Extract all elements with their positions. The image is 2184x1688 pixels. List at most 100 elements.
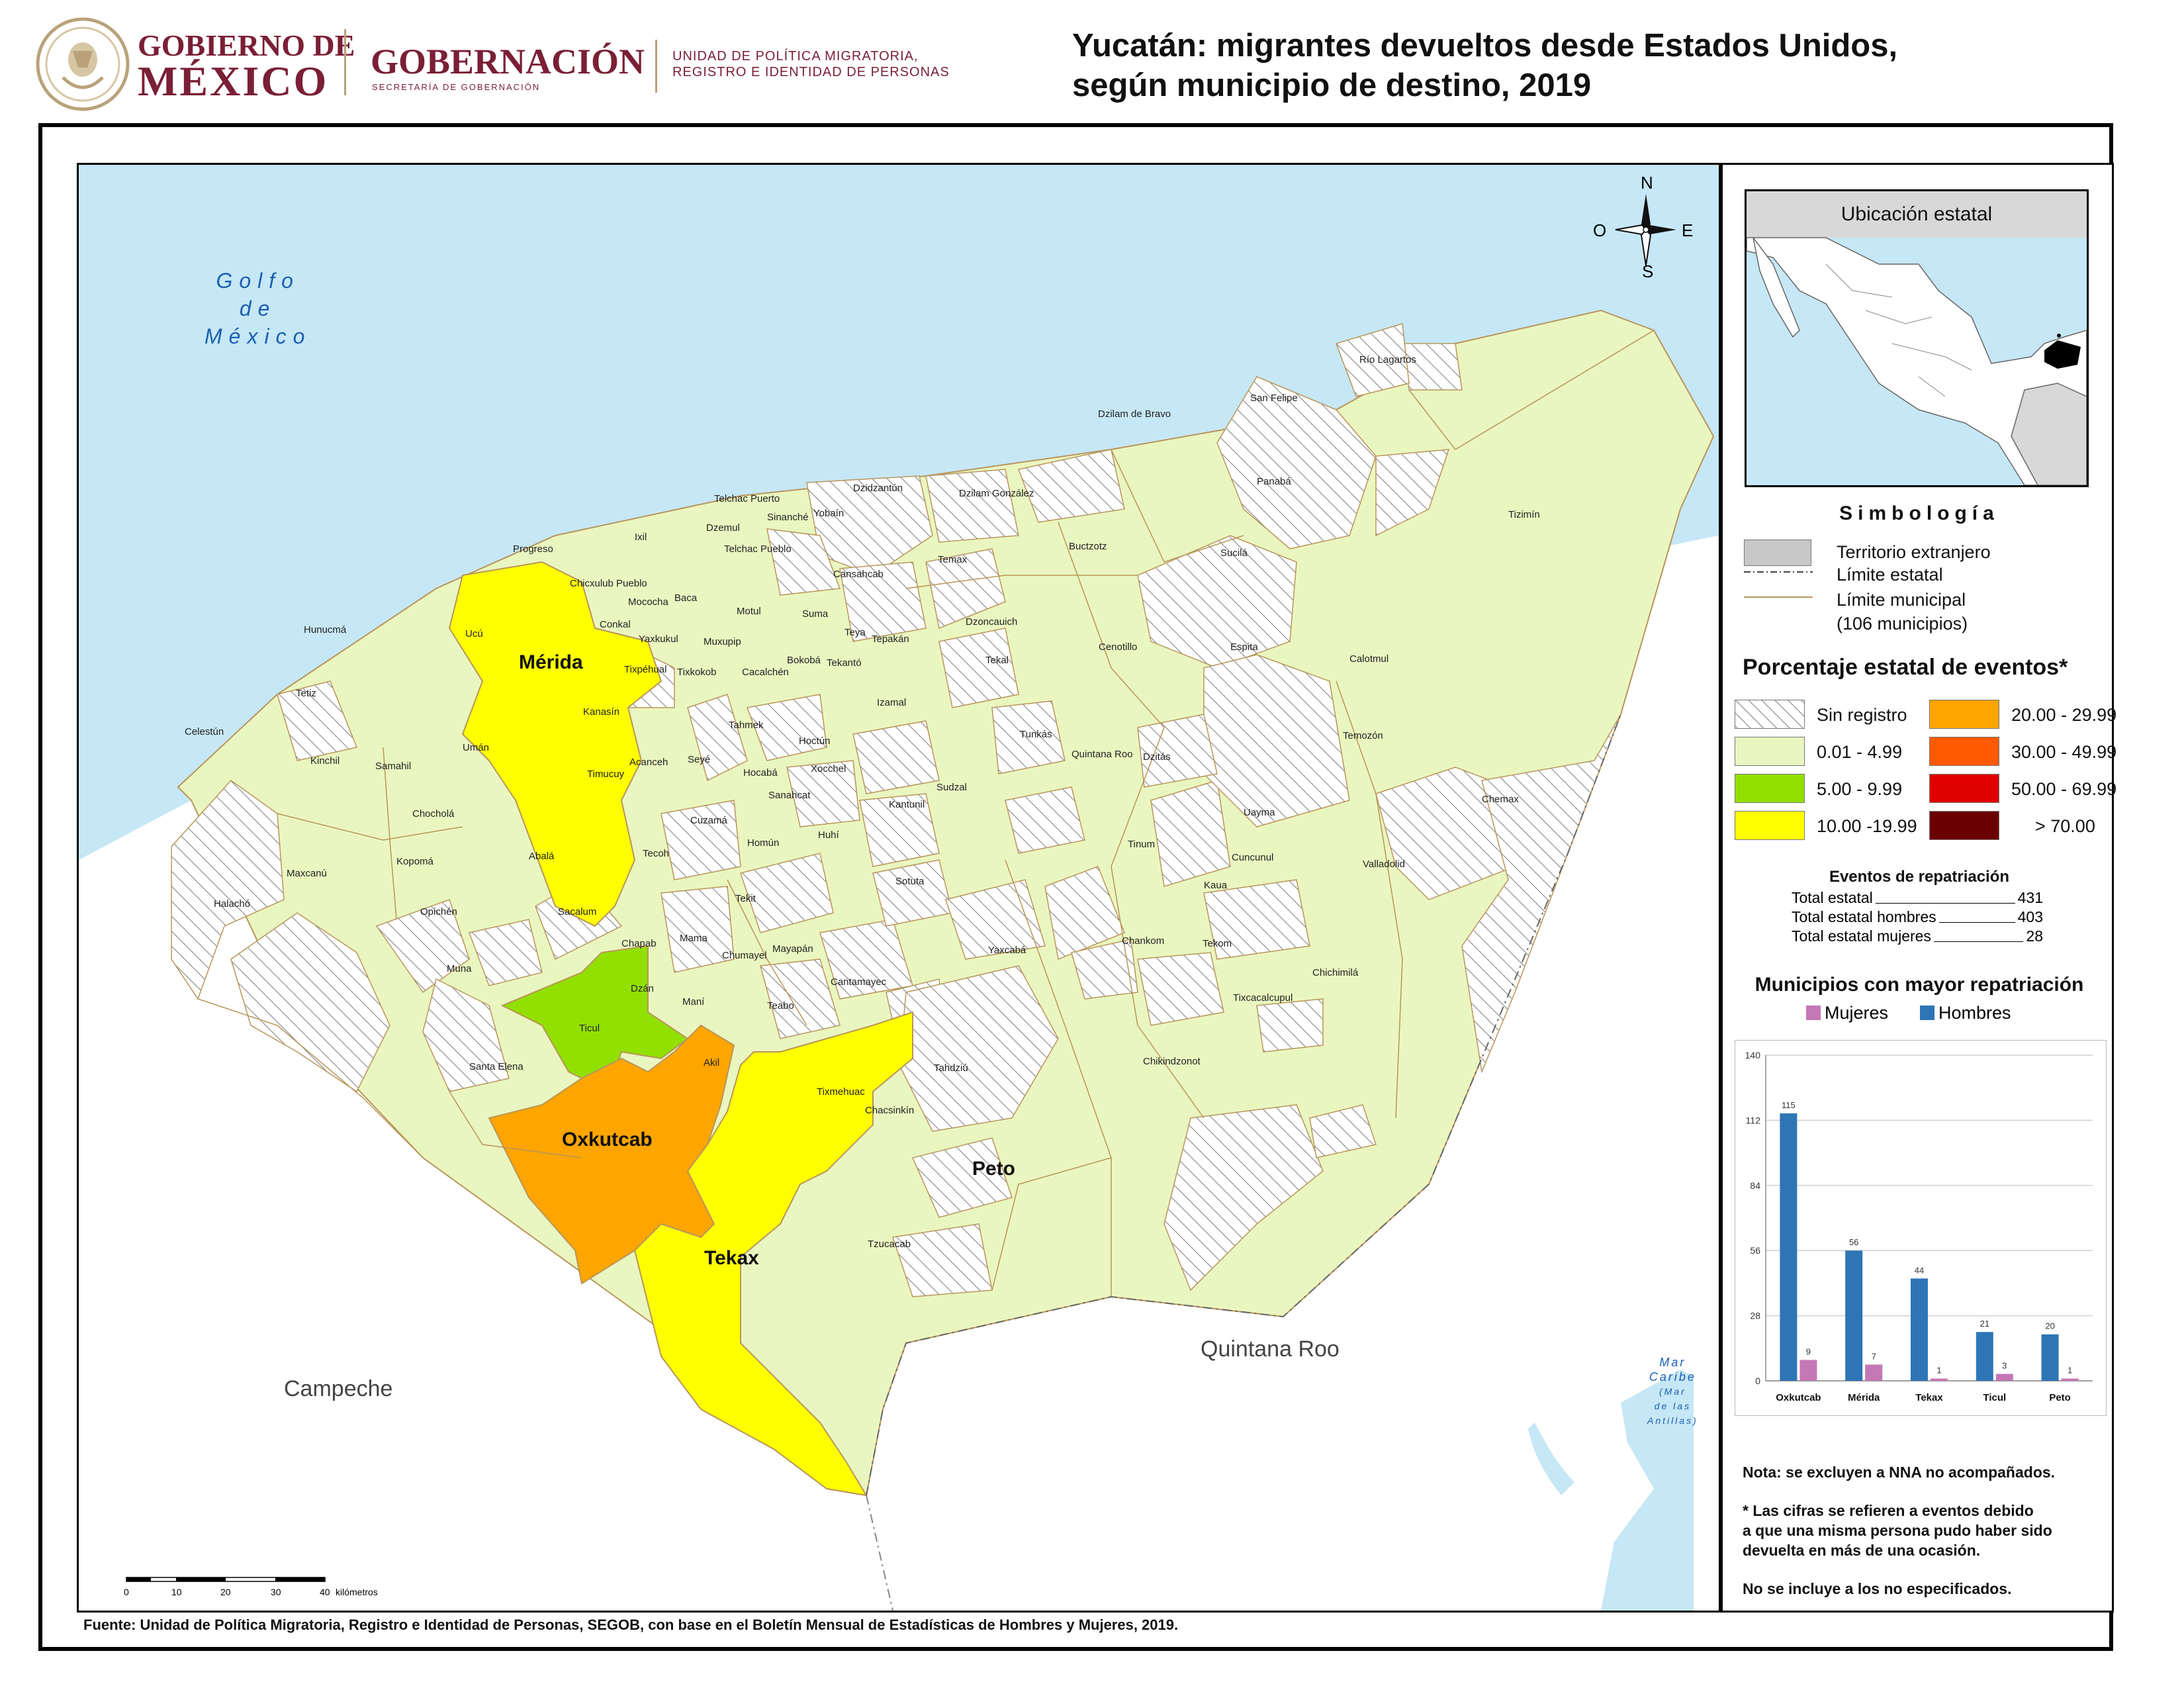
municipio-label: Tzucacab (868, 1239, 911, 1250)
gulf-label-line: de (239, 297, 277, 320)
y-tick-label: 28 (1750, 1311, 1760, 1321)
municipio-label: Chikindzonot (1143, 1056, 1201, 1067)
tekax-municipio (633, 1011, 913, 1497)
municipio-label: Dzilam González (959, 488, 1034, 499)
municipio-label: Akil (704, 1057, 720, 1068)
yucatan-highlight (2044, 340, 2081, 369)
data-label-hombres: 20 (2045, 1321, 2054, 1331)
municipio-label: Hunucmá (304, 624, 347, 635)
bar-hombres (2041, 1334, 2059, 1381)
gov-line2: MÉXICO (138, 58, 329, 105)
class-swatch (1929, 700, 1999, 729)
legend-swatch-hombres (1920, 1006, 1934, 1020)
municipio-label: Tinum (1128, 839, 1156, 850)
neighbor-land (79, 536, 1719, 1611)
municipio-label: Mama (680, 933, 707, 944)
municipio-label: Buctzotz (1069, 541, 1107, 552)
eventos-row: Total estatal mujeres 28 (1792, 926, 2043, 945)
asterisco-line: a que una misma persona pudo haber sido (1743, 1522, 2052, 1539)
municipio-label: Sucilá (1220, 547, 1248, 559)
municipio-label: Tizimín (1508, 509, 1540, 520)
municipio-label: Yobaín (813, 508, 844, 519)
campeche-label: Campeche (284, 1376, 393, 1401)
municipio-label: Dzidzantún (853, 483, 903, 494)
municipio-label: Temax (938, 554, 968, 565)
secretaria-sub: SECRETARÍA DE GOBERNACIÓN (372, 82, 541, 92)
municipio-label: Mayapán (772, 943, 813, 955)
municipio-label: Telchac Puerto (714, 493, 780, 504)
class-swatch (1929, 737, 1999, 766)
data-label-mujeres: 9 (1806, 1346, 1811, 1356)
class-label: 0.01 - 4.99 (1817, 742, 1903, 762)
compass: N S O E (1593, 173, 1693, 281)
scale-tick: 30 (271, 1587, 281, 1597)
municipio-label: Homún (747, 837, 780, 849)
municipio-label: Samahil (375, 761, 412, 772)
eventos-table: Total estatal 431 Total estatal hombres … (1792, 888, 2043, 945)
eventos-row-value: 28 (2026, 927, 2043, 945)
caribbean-water (1601, 1370, 1694, 1611)
merida-municipio (448, 561, 662, 927)
municipio-label: Chemax (1482, 794, 1519, 805)
unidad-line1: UNIDAD DE POLÍTICA MIGRATORIA, (672, 49, 919, 64)
bar-hombres (1911, 1278, 1928, 1381)
municipio-label: Sacalum (558, 906, 597, 917)
inset-mexico-map (1747, 191, 2087, 485)
municipio-label: Motul (737, 606, 761, 617)
legend-panel: Ubicación estatal Simbología Territorio … (1721, 163, 2117, 1613)
municipio-label: Valladolid (1363, 859, 1405, 870)
municipio-label: Yaxkukul (639, 633, 678, 645)
municipal-boundaries (197, 330, 1655, 1297)
eventos-row-label: Total estatal mujeres (1792, 927, 1931, 945)
caribe-label-line: Mar (1659, 1356, 1686, 1369)
municipio-label: Cansahcab (833, 569, 884, 580)
data-label-mujeres: 3 (2002, 1360, 2007, 1370)
municipio-label: Halachó (214, 898, 251, 910)
compass-rose-icon (1615, 194, 1676, 266)
municipio-label: Chumayel (722, 950, 767, 961)
municipio-label: Tetiz (296, 688, 316, 699)
class-label: 5.00 - 9.99 (1817, 779, 1903, 799)
limite-municipal-label: Límite municipal (1837, 590, 1966, 610)
eventos-row: Total estatal hombres 403 (1792, 907, 2043, 926)
municipio-label: Kanasín (583, 706, 620, 718)
bar-hombres (1976, 1332, 1993, 1381)
municipio-label: Sotuta (895, 876, 925, 887)
map-area: Golfo de México Mar Caribe (Mar de las A… (77, 163, 1721, 1613)
municipio-label: Tixmehuac (817, 1086, 865, 1098)
chart-legend: Mujeres Hombres (1806, 1003, 2071, 1025)
municipio-label: Opichén (420, 906, 457, 917)
municipio-label: Huhí (818, 829, 839, 841)
merida-label: Mérida (519, 651, 583, 673)
municipio-label: Suma (802, 608, 829, 620)
class-swatch (1735, 737, 1805, 766)
no-especificados-text: No se incluye a los no especificados. (1743, 1580, 2012, 1597)
legend-title: Simbología (1839, 502, 1999, 524)
municipio-label: Tepakán (872, 633, 909, 645)
municipio-label: Acanceh (629, 757, 668, 768)
municipio-label: Bokobá (787, 655, 821, 666)
classes-title: Porcentaje estatal de eventos* (1743, 655, 2068, 680)
gulf-label-line: Golfo (216, 269, 300, 293)
scale-bar: 0 10 20 30 40 kilómetros (122, 1575, 400, 1608)
municipio-label: Teabo (767, 1000, 794, 1011)
class-swatch (1929, 774, 1999, 803)
municipio-label: Río Lagartos (1359, 354, 1416, 365)
caribe-label-line: Caribe (1649, 1370, 1696, 1383)
header: GOBIERNO DE MÉXICO GOBERNACIÓN SECRETARÍ… (0, 0, 2184, 119)
class-label: 20.00 - 29.99 (2011, 705, 2117, 725)
data-label-hombres: 115 (1782, 1100, 1796, 1110)
municipio-label: Hocabá (743, 767, 778, 778)
map-title-line1: Yucatán: migrantes devueltos desde Estad… (1072, 28, 1898, 64)
municipio-label: Dzilam de Bravo (1098, 408, 1171, 420)
municipio-label: Tixcacalcupul (1233, 992, 1293, 1004)
municipio-label: Maxcanú (287, 868, 327, 879)
municipio-label: Calotmul (1349, 653, 1389, 665)
bar-mujeres (1799, 1360, 1817, 1381)
eventos-row: Total estatal 431 (1792, 888, 2043, 907)
scale-tick: 10 (171, 1587, 182, 1597)
municipio-label: Cacalchén (742, 667, 789, 678)
municipio-label: Hoctún (799, 735, 831, 747)
asterisco-line: * Las cifras se refieren a eventos debid… (1743, 1502, 2034, 1519)
municipio-label: Muna (447, 963, 472, 974)
